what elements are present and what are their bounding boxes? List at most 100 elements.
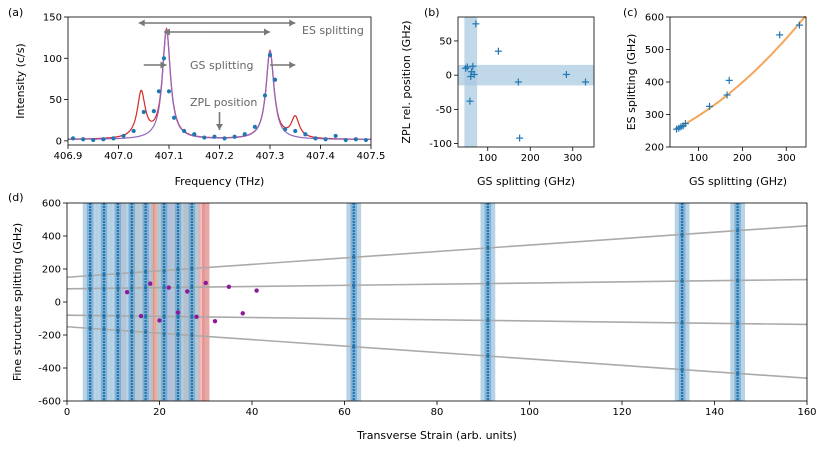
panel-c: (c) 100 200 300 200 300 400 500 600 GS splittin…: [623, 6, 807, 188]
intensity-point: [171, 115, 177, 120]
purple-dot: [194, 314, 199, 320]
panel-a-xtick-label: 407.1: [155, 151, 184, 162]
branch-dot: [190, 266, 194, 271]
branch-dot: [102, 313, 106, 318]
intensity-point: [202, 135, 207, 140]
panel-a-ytick-label: 0: [56, 136, 62, 147]
colored-column: [202, 203, 210, 401]
intensity-point: [343, 137, 348, 143]
branch-dot: [680, 232, 684, 237]
es-splitting-annotation: ES splitting: [302, 24, 364, 37]
branch-dot: [486, 281, 490, 286]
panel-c-xtick-label: 100: [689, 153, 708, 164]
branch-dot: [102, 286, 106, 291]
panel-c-ytick-label: 200: [645, 143, 664, 154]
purple-dot: [157, 318, 162, 323]
branch-dot: [162, 314, 166, 319]
intensity-point: [232, 134, 237, 139]
panel-b-ylabel: ZPL rel. position (GHz): [400, 20, 413, 143]
panel-d: (d) 0 20 40 60 80 100 120 140 160 -600 -400 -200 0 20…: [8, 191, 817, 442]
zpl-position-annotation: ZPL position: [190, 96, 257, 109]
fit-curve-purple: [68, 28, 371, 140]
branch-dot: [735, 321, 740, 326]
zpl-arrow-head: [216, 124, 223, 130]
branch-dot: [176, 332, 180, 337]
panel-c-ylabel: ES splitting (GHz): [625, 34, 638, 131]
branch-dot: [88, 273, 92, 278]
zpl-point: [463, 63, 471, 71]
panel-d-ytick-label: -600: [38, 397, 61, 408]
branch-dot: [116, 314, 120, 318]
zpl-point: [472, 20, 480, 28]
panel-a-ylabel: Intensity (c/s): [14, 43, 27, 118]
purple-dot: [175, 310, 181, 315]
branch-dot: [143, 286, 148, 290]
es-arrow-left-head: [138, 19, 145, 27]
panel-b-frame: [457, 16, 595, 148]
branch-dot: [486, 354, 490, 358]
panel-d-xtick-label: 60: [338, 407, 351, 418]
branch-dot: [680, 321, 684, 325]
panel-d-xtick-label: 140: [705, 407, 724, 418]
intensity-point: [353, 137, 358, 142]
panel-a-xtick-label: 407.5: [357, 151, 386, 162]
branch-dot: [486, 246, 490, 250]
panel-d-ytick-label: 0: [55, 298, 61, 309]
panel-a-label: (a): [8, 6, 23, 19]
es-point: [705, 102, 713, 110]
branch-dot: [351, 255, 356, 260]
zpl-point: [466, 97, 474, 105]
panel-d-xlabel: Transverse Strain (arb. units): [356, 429, 517, 442]
intensity-point: [363, 137, 369, 143]
panel-d-xtick-label: 40: [246, 407, 259, 418]
panel-b-ytick-label: -50: [436, 105, 452, 116]
intensity-point: [121, 133, 126, 139]
panel-c-xtick-label: 200: [733, 153, 752, 164]
panel-d-content: [67, 203, 807, 401]
zpl-point: [469, 62, 477, 70]
es-point: [723, 91, 731, 99]
purple-dot: [240, 311, 245, 316]
branch-dot: [735, 228, 740, 233]
panel-d-xtick-label: 100: [520, 407, 539, 418]
panel-d-ytick-label: -400: [38, 364, 61, 375]
panel-b-ytick-label: 50: [439, 36, 452, 47]
branch-dot: [351, 316, 356, 321]
intensity-point: [156, 89, 161, 94]
purple-dot: [212, 318, 218, 324]
panel-d-xtick-label: 80: [431, 407, 444, 418]
intensity-point: [81, 137, 86, 142]
branch-dot: [735, 278, 740, 283]
panel-c-xlabel: GS splitting (GHz): [689, 175, 787, 188]
horizontal-band: [458, 64, 594, 86]
branch-dot: [162, 268, 166, 273]
intensity-point: [111, 136, 116, 141]
intensity-point: [91, 137, 96, 143]
panel-c-ytick-label: 600: [645, 13, 664, 24]
intensity-point: [192, 132, 197, 137]
branch-dot: [190, 314, 194, 319]
branch-dot: [129, 286, 134, 290]
intensity-point: [283, 127, 288, 132]
intensity-point: [267, 52, 273, 58]
es-arrow2-left-head: [163, 28, 170, 36]
panel-d-ytick-label: 200: [42, 265, 61, 276]
zpl-point: [470, 70, 478, 78]
branch-dot: [102, 272, 106, 277]
colored-column: [197, 203, 205, 401]
branch-dot: [116, 271, 120, 276]
intensity-point: [151, 109, 156, 114]
panel-d-ytick-label: -200: [38, 331, 61, 342]
panel-a: (a) 406.9 407.0 407.1 407.2 407.3 407.4 407.5 0…: [8, 6, 385, 188]
purple-dot: [124, 289, 130, 295]
branch-dot: [143, 314, 148, 318]
branch-dot: [116, 328, 120, 333]
gs-arrow-right-head: [289, 61, 296, 69]
panel-d-label: (d): [8, 191, 24, 204]
panel-a-xlabel: Frequency (THz): [175, 175, 265, 188]
es-point: [776, 31, 784, 39]
intensity-point: [212, 134, 217, 139]
branch-dot: [190, 333, 194, 338]
purple-dot: [226, 284, 232, 289]
